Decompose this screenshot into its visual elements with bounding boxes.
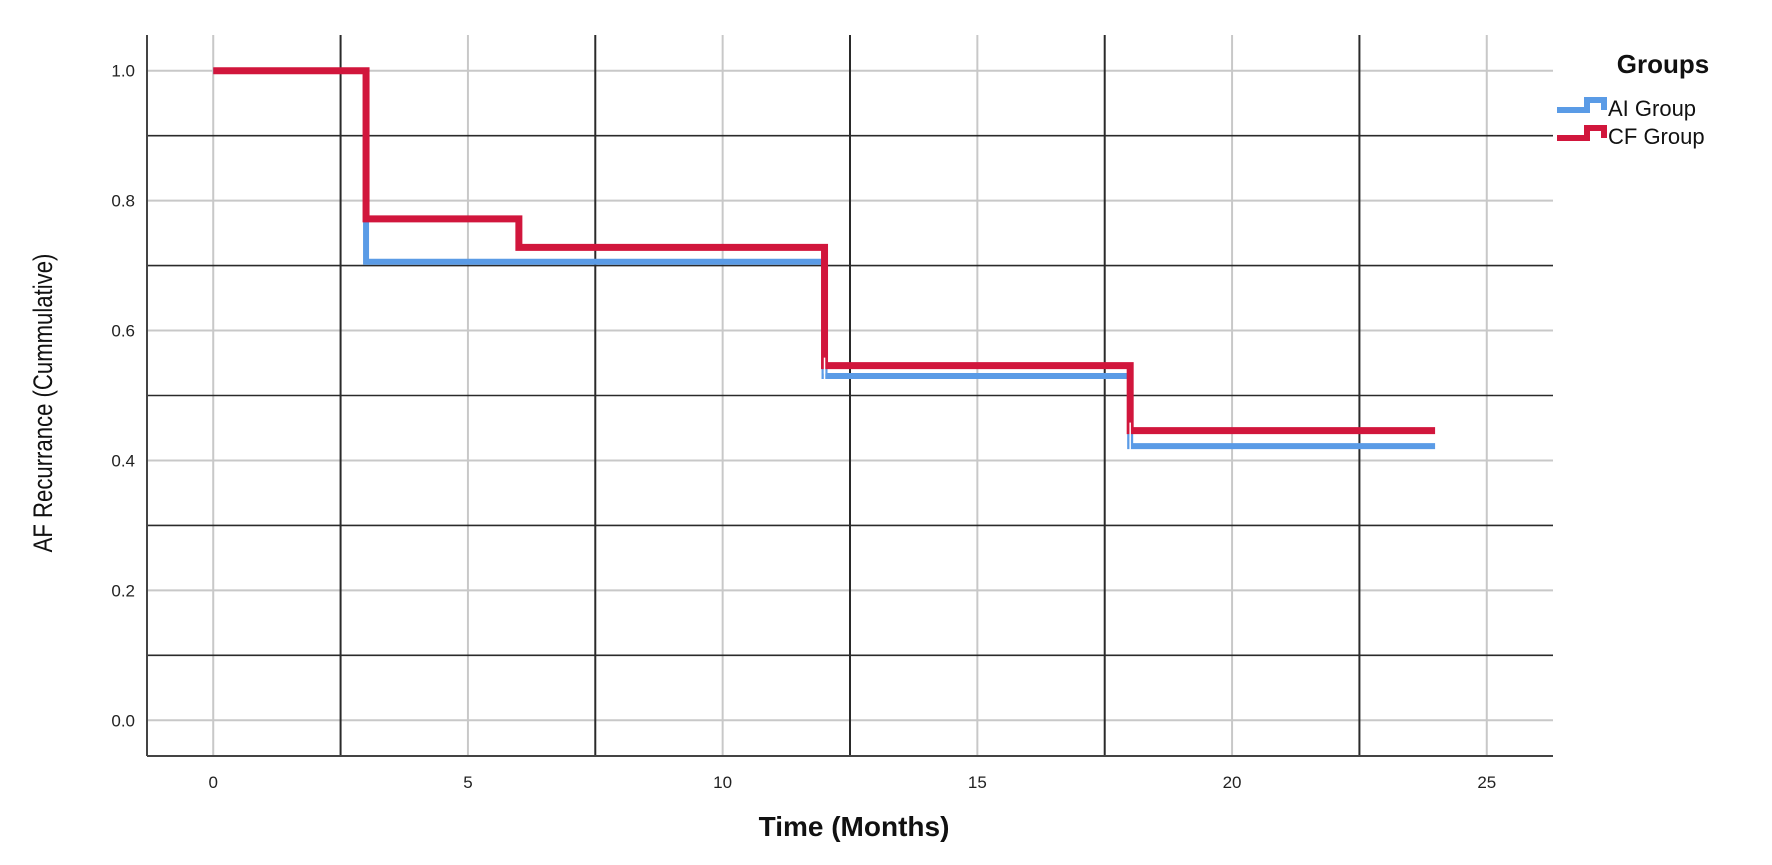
y-tick-label: 0.6: [111, 322, 135, 341]
y-tick-label: 0.0: [111, 711, 135, 730]
series-line-cf-group: [213, 67, 1436, 435]
x-tick-label: 0: [208, 773, 217, 792]
series-layer: [213, 67, 1437, 455]
x-tick-label: 5: [463, 773, 472, 792]
y-tick-label: 1.0: [111, 62, 135, 81]
y-tick-label: 0.4: [111, 451, 135, 470]
legend-items: AI Group CF Group: [1557, 96, 1705, 149]
x-tick-label: 25: [1477, 773, 1496, 792]
x-tick-label: 10: [713, 773, 732, 792]
legend-item: CF Group: [1557, 124, 1705, 149]
y-tick-label: 0.8: [111, 192, 135, 211]
legend-label: CF Group: [1608, 124, 1705, 149]
x-tick-label: 15: [968, 773, 987, 792]
x-tick-labels: 0 5 10 15 20 25: [208, 773, 1496, 792]
y-axis-title: AF Recurrance (Cummulative): [29, 254, 59, 553]
y-tick-labels: 0.0 0.2 0.4 0.6 0.8 1.0: [111, 62, 135, 731]
x-tick-label: 20: [1223, 773, 1242, 792]
legend-label: AI Group: [1608, 96, 1696, 121]
axes: [146, 35, 1553, 757]
legend-swatch: [1557, 125, 1607, 141]
legend-item: AI Group: [1557, 96, 1696, 121]
legend-title: Groups: [1617, 49, 1709, 79]
y-tick-label: 0.2: [111, 581, 135, 600]
major-grid: [147, 35, 1553, 756]
x-axis-title: Time (Months): [759, 811, 950, 842]
legend: Groups AI Group CF Group: [1557, 49, 1709, 149]
legend-swatch: [1557, 97, 1607, 113]
